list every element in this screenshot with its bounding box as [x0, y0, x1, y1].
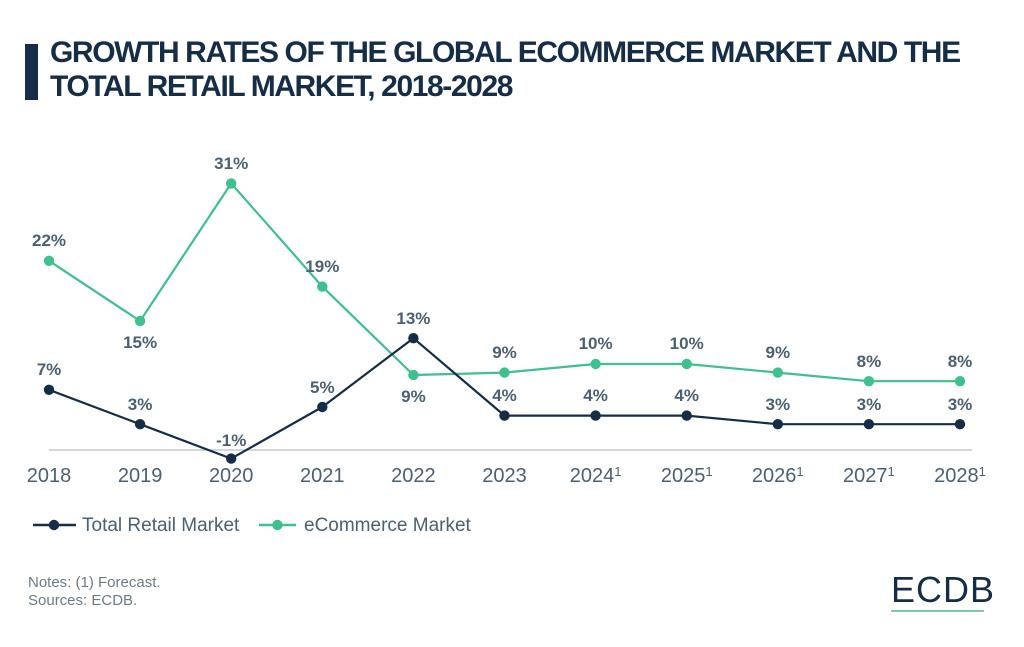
- svg-text:2021: 2021: [300, 465, 345, 487]
- svg-text:19%: 19%: [305, 257, 339, 276]
- svg-text:2023: 2023: [482, 465, 527, 487]
- svg-text:eCommerce Market: eCommerce Market: [304, 515, 472, 536]
- svg-text:4%: 4%: [492, 386, 517, 405]
- svg-text:9%: 9%: [766, 343, 791, 362]
- svg-text:4%: 4%: [583, 386, 608, 405]
- svg-text:20251: 20251: [661, 464, 713, 487]
- svg-text:4%: 4%: [674, 386, 699, 405]
- svg-text:22%: 22%: [32, 231, 66, 250]
- svg-text:ECDB: ECDB: [891, 569, 995, 610]
- svg-text:20271: 20271: [843, 464, 895, 487]
- svg-text:20261: 20261: [752, 464, 804, 487]
- svg-text:2019: 2019: [118, 465, 163, 487]
- svg-text:3%: 3%: [857, 395, 882, 414]
- svg-text:Notes: (1) Forecast.: Notes: (1) Forecast.: [28, 574, 161, 591]
- svg-text:Total Retail Market: Total Retail Market: [82, 515, 240, 536]
- svg-text:13%: 13%: [396, 309, 430, 328]
- svg-text:10%: 10%: [579, 334, 613, 353]
- svg-text:31%: 31%: [214, 154, 248, 173]
- svg-text:10%: 10%: [670, 334, 704, 353]
- svg-text:20281: 20281: [934, 464, 986, 487]
- svg-text:3%: 3%: [766, 395, 791, 414]
- svg-text:2018: 2018: [27, 465, 72, 487]
- svg-text:3%: 3%: [948, 395, 973, 414]
- svg-text:2022: 2022: [391, 465, 436, 487]
- svg-text:-1%: -1%: [216, 431, 246, 450]
- svg-text:Sources: ECDB.: Sources: ECDB.: [28, 592, 137, 609]
- svg-text:15%: 15%: [123, 333, 157, 352]
- svg-text:5%: 5%: [310, 378, 335, 397]
- svg-text:7%: 7%: [37, 360, 62, 379]
- svg-text:2020: 2020: [209, 465, 254, 487]
- svg-text:8%: 8%: [857, 352, 882, 371]
- svg-text:20241: 20241: [570, 464, 622, 487]
- svg-text:9%: 9%: [401, 387, 426, 406]
- svg-text:9%: 9%: [492, 343, 517, 362]
- svg-text:3%: 3%: [128, 395, 153, 414]
- svg-text:8%: 8%: [948, 352, 973, 371]
